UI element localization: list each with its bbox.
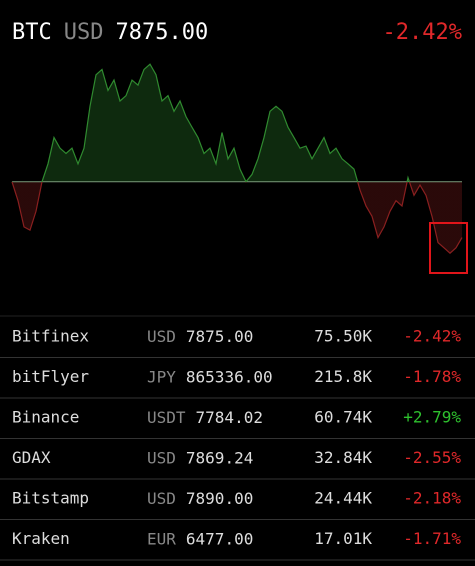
- change: -1.78%: [403, 367, 461, 386]
- price: 7869.24: [186, 448, 253, 467]
- quote-currency: USD: [147, 448, 176, 467]
- exchange: Bitstamp: [12, 489, 89, 508]
- price: 6477.00: [186, 529, 253, 548]
- change: -2.18%: [403, 489, 461, 508]
- table-row: Kraken EUR 6477.00 17.01K -1.71%: [0, 529, 475, 561]
- price: 7890.00: [186, 489, 253, 508]
- price: 7875.00: [116, 20, 209, 45]
- table-row: Binance USDT 7784.02 60.74K +2.79%: [0, 408, 475, 439]
- price-cell: USD 7869.24: [147, 448, 253, 467]
- highlight-box: [429, 222, 468, 274]
- area-line: [11, 63, 463, 254]
- volume: 215.8K: [314, 367, 372, 386]
- exchange: Kraken: [12, 529, 70, 548]
- change: +2.79%: [403, 408, 461, 427]
- volume: 75.50K: [314, 327, 372, 346]
- table-row: GDAX USD 7869.24 32.84K -2.55%: [0, 448, 475, 480]
- price-cell: JPY 865336.00: [147, 367, 273, 386]
- exchange: Bitfinex: [12, 327, 89, 346]
- price-cell: USDT 7784.02: [147, 408, 263, 427]
- exchange: GDAX: [12, 448, 51, 467]
- price: 7875.00: [186, 327, 253, 346]
- price-cell: EUR 6477.00: [147, 529, 253, 548]
- currency: USD: [64, 20, 104, 45]
- quote-currency: USD: [147, 327, 176, 346]
- quote-currency: EUR: [147, 529, 176, 548]
- change: -1.71%: [403, 529, 461, 548]
- change: -2.42%: [383, 20, 462, 45]
- sparkline: [11, 63, 463, 254]
- area: [12, 64, 462, 254]
- symbol: BTC: [12, 20, 52, 45]
- quote-currency: JPY: [147, 367, 176, 386]
- change: -2.42%: [403, 327, 461, 346]
- price-cell: USD 7875.00: [147, 327, 253, 346]
- price: 7784.02: [196, 408, 263, 427]
- header: BTC USD 7875.00: [12, 20, 208, 45]
- exchange-table: Bitfinex USD 7875.00 75.50K -2.42% bitFlyer JP…: [0, 315, 475, 561]
- table-row: Bitfinex USD 7875.00 75.50K -2.42%: [0, 327, 475, 358]
- price: 865336.00: [186, 367, 273, 386]
- volume: 17.01K: [314, 529, 372, 548]
- quote-currency: USDT: [147, 408, 186, 427]
- table-row: bitFlyer JPY 865336.00 215.8K -1.78%: [0, 367, 475, 399]
- price-cell: USD 7890.00: [147, 489, 253, 508]
- change: -2.55%: [403, 448, 461, 467]
- table-row: Bitstamp USD 7890.00 24.44K -2.18%: [0, 489, 475, 520]
- volume: 32.84K: [314, 448, 372, 467]
- volume: 24.44K: [314, 489, 372, 508]
- volume: 60.74K: [314, 408, 372, 427]
- quote-currency: USD: [147, 489, 176, 508]
- exchange: bitFlyer: [12, 367, 89, 386]
- exchange: Binance: [12, 408, 79, 427]
